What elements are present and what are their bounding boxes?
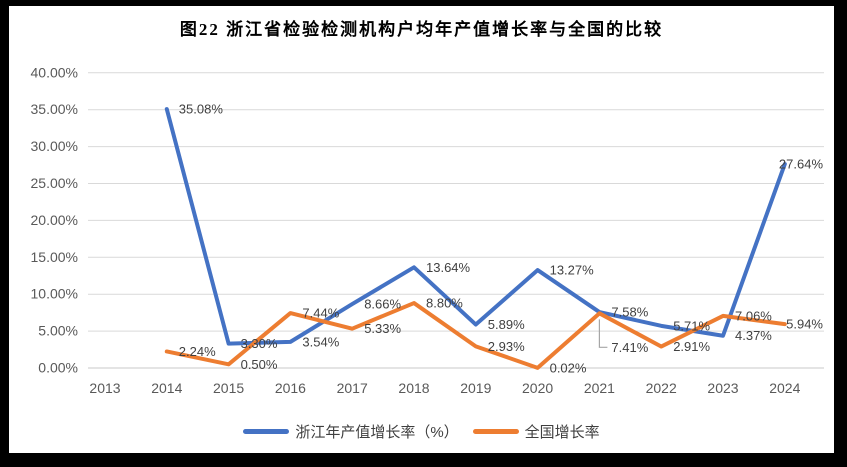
data-label: 8.66% <box>364 297 401 312</box>
data-label: 0.02% <box>550 360 587 375</box>
data-label: 7.06% <box>735 308 772 323</box>
x-axis-label: 2014 <box>151 380 182 396</box>
data-label: 8.80% <box>426 296 463 311</box>
y-tick-label: 30.00% <box>31 138 78 154</box>
x-axis-label: 2021 <box>584 380 615 396</box>
legend-item-zhejiang: 浙江年产值增长率（%） <box>243 421 459 442</box>
legend-swatch-zhejiang-icon <box>243 428 290 434</box>
legend-item-national: 全国增长率 <box>472 421 600 442</box>
data-label: 2.24% <box>179 344 216 359</box>
x-axis-label: 2023 <box>707 380 738 396</box>
legend-label-zhejiang: 浙江年产值增长率（%） <box>295 423 459 441</box>
data-label: 4.37% <box>735 328 772 343</box>
x-axis-label: 2024 <box>769 380 800 396</box>
data-label: 5.94% <box>786 317 823 332</box>
data-label: 7.44% <box>302 306 339 321</box>
data-label: 3.30% <box>241 336 278 351</box>
x-axis-label: 2019 <box>460 380 491 396</box>
x-axis-label: 2020 <box>522 380 553 396</box>
x-axis-label: 2013 <box>89 380 120 396</box>
line-chart-plot: 40.00% 35.00% 30.00% 25.00% 20.00% 15.00% 10.0… <box>31 64 824 396</box>
data-label: 7.41% <box>611 340 648 355</box>
y-tick-label: 25.00% <box>31 175 78 191</box>
data-label: 5.33% <box>364 321 401 336</box>
data-label: 35.08% <box>179 102 224 117</box>
data-label: 2.91% <box>673 339 710 354</box>
x-axis-label: 2016 <box>275 380 306 396</box>
chart-legend: 浙江年产值增长率（%） 全国增长率 <box>9 419 834 443</box>
y-tick-label: 15.00% <box>31 249 78 265</box>
x-axis-label: 2017 <box>337 380 368 396</box>
y-tick-label: 10.00% <box>31 286 78 302</box>
series-line-national <box>164 301 787 370</box>
chart-title: 图22 浙江省检验检测机构户均年产值增长率与全国的比较 <box>179 20 664 39</box>
legend-swatch-national-icon <box>472 428 519 434</box>
chart-frame: 图22 浙江省检验检测机构户均年产值增长率与全国的比较 40.00% 35.00%… <box>9 6 834 453</box>
y-tick-label: 40.00% <box>31 64 78 80</box>
y-tick-label: 35.00% <box>31 101 78 117</box>
legend-label-national: 全国增长率 <box>524 423 600 441</box>
data-label: 7.58% <box>611 305 648 320</box>
series-line-zhejiang <box>164 107 787 346</box>
y-tick-label: 5.00% <box>38 323 78 339</box>
data-label: 5.89% <box>488 317 525 332</box>
data-label: 13.64% <box>426 260 471 275</box>
x-axis-label: 2015 <box>213 380 244 396</box>
x-axis-label: 2022 <box>646 380 677 396</box>
data-label: 0.50% <box>241 357 278 372</box>
data-label: 27.64% <box>779 157 824 172</box>
data-label: 3.54% <box>302 334 339 349</box>
data-label: 2.93% <box>488 339 525 354</box>
data-label: 13.27% <box>550 263 595 278</box>
x-axis-label: 2018 <box>398 380 429 396</box>
y-tick-label: 0.00% <box>38 360 78 376</box>
y-tick-label: 20.00% <box>31 212 78 228</box>
label-leader-line <box>598 319 608 348</box>
data-label: 5.71% <box>673 318 710 333</box>
